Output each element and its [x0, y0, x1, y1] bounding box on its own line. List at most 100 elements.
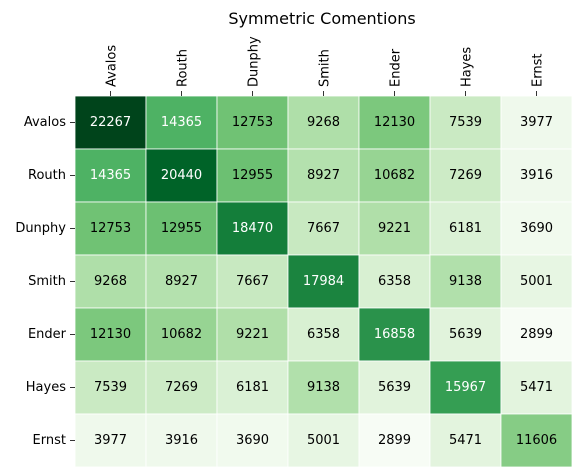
- heatmap-cell: [287, 360, 360, 415]
- heatmap-cell: [74, 254, 147, 309]
- heatmap-cell: [145, 201, 218, 256]
- cell-value-label: 16858: [374, 327, 415, 342]
- y-axis-ticks: Avalos Routh Dunphy Smith Ender Hayes Ernst: [15, 115, 75, 448]
- heatmap-cell: [216, 413, 289, 468]
- cell-value-label: 9138: [449, 274, 482, 289]
- heatmap-cell: [145, 254, 218, 309]
- y-tick-label: Routh: [28, 168, 66, 183]
- chart-title: Symmetric Comentions: [228, 9, 415, 28]
- x-tick-label: Dunphy: [247, 36, 262, 87]
- cell-value-label: 7269: [449, 168, 482, 183]
- y-tick-label: Ernst: [33, 433, 66, 448]
- heatmap-cell: [74, 307, 147, 362]
- cell-value-label: 5639: [378, 380, 411, 395]
- heatmap-cell: [358, 413, 431, 468]
- heatmap-cell: [358, 201, 431, 256]
- cell-value-label: 7667: [236, 274, 269, 289]
- cell-value-label: 7667: [307, 221, 340, 236]
- heatmap-cell: [358, 95, 431, 150]
- cell-value-label: 17984: [303, 274, 344, 289]
- cell-value-label: 6181: [449, 221, 482, 236]
- cell-value-label: 9268: [94, 274, 127, 289]
- heatmap-cell: [74, 413, 147, 468]
- cell-value-label: 12753: [232, 115, 273, 130]
- y-tick-label: Smith: [28, 274, 66, 289]
- heatmap-cell: [74, 95, 147, 150]
- heatmap-cell: [429, 413, 502, 468]
- x-axis-ticks: Avalos Routh Dunphy Smith Ender Hayes Ernst: [105, 36, 546, 96]
- heatmap-cell: [429, 95, 502, 150]
- cell-value-label: 12130: [374, 115, 415, 130]
- heatmap-cell: [216, 360, 289, 415]
- cell-value-label: 7539: [94, 380, 127, 395]
- y-tick-label: Avalos: [24, 115, 66, 130]
- cell-value-label: 22267: [90, 115, 131, 130]
- cell-value-label: 12753: [90, 221, 131, 236]
- cell-value-label: 6358: [307, 327, 340, 342]
- x-tick-label: Ender: [389, 48, 404, 87]
- cell-value-label: 3690: [236, 433, 269, 448]
- heatmap-cell: [358, 360, 431, 415]
- heatmap-cell: [216, 148, 289, 203]
- cell-value-label: 2899: [378, 433, 411, 448]
- heatmap-cell: [500, 307, 573, 362]
- heatmap-cell: [287, 413, 360, 468]
- cell-value-label: 12130: [90, 327, 131, 342]
- cell-value-label: 18470: [232, 221, 273, 236]
- heatmap-cells: 22267 14365 12753 9268 12130 7539 3977 14365 204…: [74, 95, 573, 468]
- y-tick-label: Dunphy: [15, 221, 66, 236]
- cell-value-label: 9268: [307, 115, 340, 130]
- x-tick-label: Hayes: [460, 47, 475, 87]
- heatmap-cell: [429, 201, 502, 256]
- cell-value-label: 6181: [236, 380, 269, 395]
- cell-value-label: 15967: [445, 380, 486, 395]
- heatmap-cell: [500, 360, 573, 415]
- cell-value-label: 14365: [90, 168, 131, 183]
- cell-value-label: 3690: [520, 221, 553, 236]
- heatmap-cell: [74, 360, 147, 415]
- cell-value-label: 5001: [520, 274, 553, 289]
- cell-value-label: 9221: [378, 221, 411, 236]
- cell-value-label: 3916: [520, 168, 553, 183]
- heatmap-cell: [216, 307, 289, 362]
- cell-value-label: 2899: [520, 327, 553, 342]
- cell-value-label: 5639: [449, 327, 482, 342]
- cell-value-label: 20440: [161, 168, 202, 183]
- heatmap-cell: [287, 201, 360, 256]
- cell-value-label: 5001: [307, 433, 340, 448]
- x-tick-label: Avalos: [105, 45, 120, 87]
- cell-value-label: 5471: [449, 433, 482, 448]
- heatmap-cell: [500, 413, 573, 468]
- cell-value-label: 7269: [165, 380, 198, 395]
- cell-value-label: 10682: [374, 168, 415, 183]
- heatmap-cell: [145, 360, 218, 415]
- heatmap-cell: [287, 254, 360, 309]
- cell-value-label: 8927: [307, 168, 340, 183]
- cell-value-label: 3916: [165, 433, 198, 448]
- heatmap-cell: [429, 148, 502, 203]
- cell-value-label: 5471: [520, 380, 553, 395]
- y-tick-label: Hayes: [26, 380, 66, 395]
- cell-value-label: 14365: [161, 115, 202, 130]
- heatmap-cell: [429, 254, 502, 309]
- cell-value-label: 11606: [516, 433, 557, 448]
- heatmap-cell: [287, 95, 360, 150]
- heatmap-cell: [216, 201, 289, 256]
- heatmap-cell: [500, 148, 573, 203]
- heatmap-cell: [358, 148, 431, 203]
- cell-value-label: 3977: [520, 115, 553, 130]
- x-tick-label: Routh: [176, 49, 191, 87]
- heatmap-cell: [500, 254, 573, 309]
- cell-value-label: 7539: [449, 115, 482, 130]
- heatmap-cell: [500, 201, 573, 256]
- cell-value-label: 6358: [378, 274, 411, 289]
- y-tick-label: Ender: [28, 327, 67, 342]
- cell-value-label: 12955: [161, 221, 202, 236]
- cell-value-label: 10682: [161, 327, 202, 342]
- cell-value-label: 12955: [232, 168, 273, 183]
- cell-value-label: 3977: [94, 433, 127, 448]
- heatmap-cell: [145, 95, 218, 150]
- cell-value-label: 8927: [165, 274, 198, 289]
- cell-value-label: 9221: [236, 327, 269, 342]
